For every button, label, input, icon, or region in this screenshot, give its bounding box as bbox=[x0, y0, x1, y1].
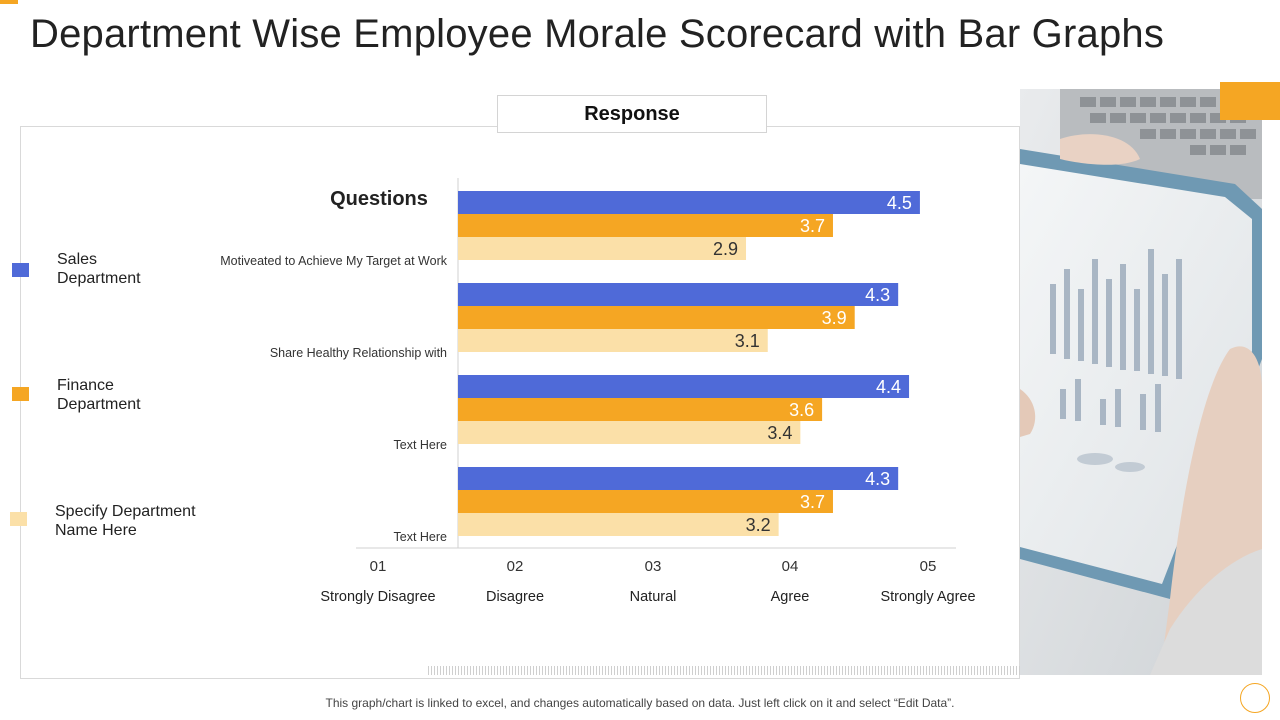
x-tick-number-1: 01 bbox=[370, 558, 387, 575]
accent-block bbox=[1220, 82, 1280, 120]
bar-1-series-2 bbox=[458, 214, 833, 237]
bar-label-1-series-2: 3.7 bbox=[800, 216, 825, 236]
x-tick-label-3: Natural bbox=[630, 589, 677, 605]
bar-2-series-2 bbox=[458, 306, 855, 329]
circle-accent bbox=[1240, 683, 1270, 713]
legend-label-sales: Sales Department bbox=[57, 251, 141, 287]
legend-label-specify: Specify Department Name Here bbox=[55, 503, 196, 539]
bar-1-series-3 bbox=[458, 237, 747, 260]
bar-label-4-series-3: 3.2 bbox=[746, 515, 771, 535]
tablet-photo bbox=[1020, 89, 1262, 675]
bar-2-series-3 bbox=[458, 329, 768, 352]
x-tick-number-4: 04 bbox=[782, 558, 799, 575]
category-label-4: Text Here bbox=[394, 530, 448, 544]
legend-label-finance: Finance Department bbox=[57, 377, 141, 413]
bar-1-series-1 bbox=[458, 191, 920, 214]
x-tick-number-2: 02 bbox=[507, 558, 524, 575]
response-header: Response bbox=[497, 95, 767, 133]
bar-label-2-series-1: 4.3 bbox=[865, 285, 890, 305]
category-label-2: Share Healthy Relationship with bbox=[270, 346, 447, 360]
x-tick-label-4: Agree bbox=[771, 589, 810, 605]
bar-2-series-1 bbox=[458, 283, 899, 306]
legend-swatch-specify bbox=[10, 512, 27, 526]
x-tick-number-3: 03 bbox=[645, 558, 662, 575]
page-title: Department Wise Employee Morale Scorecar… bbox=[30, 12, 1165, 56]
x-tick-number-5: 05 bbox=[920, 558, 937, 575]
category-label-1: Motiveated to Achieve My Target at Work bbox=[220, 254, 447, 268]
category-label-3: Text Here bbox=[394, 438, 448, 452]
x-tick-label-1: Strongly Disagree bbox=[320, 589, 435, 605]
footer-note: This graph/chart is linked to excel, and… bbox=[325, 696, 955, 710]
bar-label-2-series-3: 3.1 bbox=[735, 331, 760, 351]
bar-label-4-series-1: 4.3 bbox=[865, 469, 890, 489]
bar-label-1-series-1: 4.5 bbox=[887, 193, 912, 213]
bar-3-series-1 bbox=[458, 375, 910, 398]
bar-3-series-2 bbox=[458, 398, 823, 421]
chart-title: Questions bbox=[330, 188, 428, 210]
bar-3-series-3 bbox=[458, 421, 801, 444]
bar-label-2-series-2: 3.9 bbox=[822, 308, 847, 328]
bar-label-3-series-3: 3.4 bbox=[767, 423, 792, 443]
bar-4-series-2 bbox=[458, 490, 833, 513]
bar-label-4-series-2: 3.7 bbox=[800, 492, 825, 512]
x-tick-label-5: Strongly Agree bbox=[880, 589, 975, 605]
legend-swatch-sales bbox=[12, 263, 29, 277]
bar-chart: Questions 4.5 3.7 2.9 Motiveated to Achieve … bbox=[220, 178, 976, 605]
legend-swatch-finance bbox=[12, 387, 29, 401]
bar-label-1-series-3: 2.9 bbox=[713, 239, 738, 259]
decorative-tick-strip bbox=[428, 666, 1020, 675]
bar-4-series-3 bbox=[458, 513, 779, 536]
bar-label-3-series-1: 4.4 bbox=[876, 377, 901, 397]
x-tick-label-2: Disagree bbox=[486, 589, 544, 605]
bar-4-series-1 bbox=[458, 467, 899, 490]
bar-label-3-series-2: 3.6 bbox=[789, 400, 814, 420]
corner-accent bbox=[0, 0, 18, 4]
